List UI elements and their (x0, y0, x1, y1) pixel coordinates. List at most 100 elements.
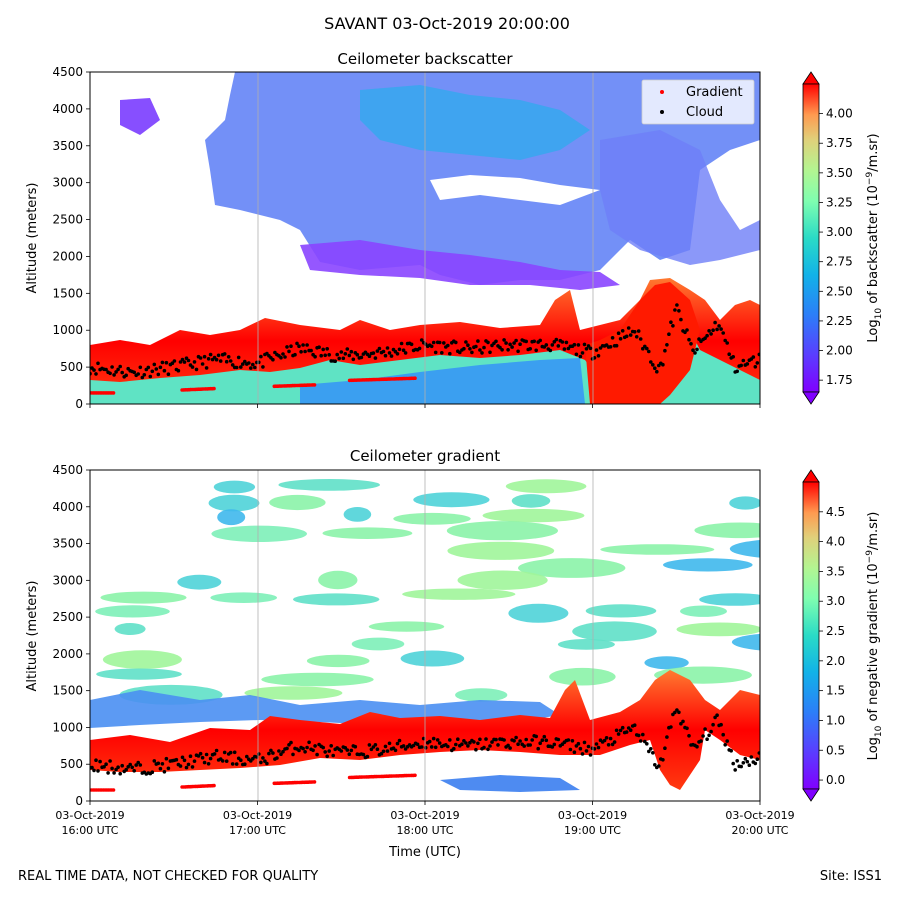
gradient-cloud-point (265, 761, 269, 766)
gradient-cloud-point (373, 743, 378, 747)
gradient-cloud-point (578, 746, 583, 751)
backscatter-cloud-point (309, 348, 313, 353)
backscatter-cloud-point (448, 351, 452, 356)
gradient-feature-patch (572, 621, 657, 642)
gradient-cloud-point (663, 746, 667, 750)
gradient-cloud-point (452, 746, 456, 751)
gradient-cloud-point (431, 736, 436, 741)
backscatter-cloud-point (502, 338, 506, 342)
gradient-cloud-point (709, 729, 713, 734)
gradient-cloud-point (514, 735, 518, 740)
gradient-feature-patch (210, 592, 277, 603)
gradient-cloud-point (570, 739, 575, 743)
gradient-ytick-label: 2500 (52, 610, 83, 624)
backscatter-cloud-point (166, 372, 171, 377)
gradient-cloud-point (162, 770, 167, 774)
backscatter-cloud-point (283, 355, 287, 359)
backscatter-cloud-point (156, 372, 161, 377)
gradient-cloud-point (349, 748, 354, 753)
gradient-ytick-label: 4500 (52, 463, 83, 477)
gradient-cloud-point (699, 739, 703, 743)
gradient-cloud-point (150, 770, 155, 774)
gradient-cloud-point (488, 744, 492, 748)
gradient-feature-patch (208, 494, 260, 512)
backscatter-cloud-point (560, 340, 565, 344)
backscatter-cloud-point (653, 366, 657, 371)
backscatter-cloud-point (234, 365, 239, 370)
gradient-cloud-point (281, 749, 285, 754)
backscatter-cloud-point (285, 345, 289, 349)
backscatter-cloud-point (446, 343, 450, 348)
backscatter-cloud-point (548, 348, 553, 353)
gradient-cloud-point (612, 740, 617, 744)
gradient-cloud-point (596, 745, 601, 750)
gradient-cloud-point (245, 754, 249, 759)
gradient-feature-patch (343, 507, 372, 522)
gradient-cloud-point (323, 750, 328, 754)
gradient-cloud-point (620, 725, 625, 730)
backscatter-cloud-point (186, 358, 191, 363)
backscatter-cloud-point (470, 350, 474, 355)
backscatter-ylabel: Altitude (meters) (25, 183, 40, 294)
gradient-gradient-point (212, 783, 216, 788)
backscatter-cloud-point (271, 357, 275, 362)
backscatter-colorbar-ticks: 1.75 2.00 2.25 2.50 2.75 3.00 3.25 3.50 3.75 4.00 (819, 107, 853, 387)
gradient-cloud-point (616, 732, 621, 736)
backscatter-cloud-point (504, 341, 508, 345)
xtick-date-label: 03-Oct-2019 (558, 809, 627, 822)
backscatter-cloud-point (249, 366, 253, 370)
backscatter-cloud-point (94, 372, 98, 376)
gradient-cloud-point (677, 710, 681, 715)
gradient-cloud-point (112, 771, 116, 775)
gradient-cloud-point (715, 713, 719, 717)
gradient-feature-patch (699, 593, 760, 606)
backscatter-cloud-point (512, 341, 516, 345)
backscatter-cloud-point (695, 347, 699, 352)
gradient-cloud-point (204, 752, 209, 757)
backscatter-cloud-point (194, 367, 199, 372)
gradient-feature-patch (293, 593, 380, 606)
gradient-cloud-point (594, 742, 599, 746)
x-axis-label: Time (UTC) (388, 845, 461, 860)
gradient-cloud-point (506, 743, 510, 748)
backscatter-cyan-patch (360, 85, 590, 160)
legend-gradient-marker (660, 90, 664, 94)
gradient-cloud-point (733, 768, 737, 772)
backscatter-cloud-point (375, 349, 380, 353)
backscatter-colorbar-tick-label: 1.75 (826, 373, 853, 387)
gradient-colorbar-tick-label: 3.5 (826, 564, 845, 578)
gradient-feature-patch (585, 604, 657, 618)
gradient-cloud-point (186, 762, 191, 767)
gradient-cloud-point (486, 747, 490, 752)
backscatter-cloud-point (399, 341, 404, 346)
gradient-cloud-point (102, 765, 106, 769)
backscatter-cloud-point (180, 357, 185, 362)
backscatter-colorbar-label: Log10 of backscatter (10−9/m.sr) (865, 133, 884, 342)
gradient-cloud-point (711, 722, 715, 727)
backscatter-cloud-point (247, 361, 251, 365)
gradient-feature-patch (217, 509, 246, 526)
gradient-cloud-point (753, 761, 758, 766)
backscatter-cloud-point (636, 329, 641, 333)
backscatter-cloud-point (303, 349, 307, 354)
backscatter-title: Ceilometer backscatter (337, 50, 513, 68)
gradient-ytick-label: 3500 (52, 537, 83, 551)
gradient-colorbar-tick-label: 1.5 (826, 684, 845, 698)
gradient-cloud-point (522, 744, 526, 748)
gradient-cloud-point (230, 762, 235, 766)
gradient-cloud-point (743, 756, 748, 761)
gradient-feature-patch (368, 621, 445, 632)
backscatter-cloud-point (224, 359, 229, 364)
backscatter-cloud-point (624, 334, 629, 339)
gradient-cloud-point (723, 743, 727, 747)
gradient-cloud-point (401, 744, 406, 748)
backscatter-cloud-points (90, 303, 760, 380)
gradient-x-axis: 03-Oct-2019 16:00 UTC 03-Oct-2019 17:00 UTC… (55, 801, 795, 837)
backscatter-cloud-point (711, 328, 715, 333)
gradient-cloud-point (508, 746, 512, 750)
backscatter-cloud-point (468, 347, 472, 351)
backscatter-cloud-point (150, 369, 155, 374)
backscatter-cloud-point (208, 352, 213, 357)
gradient-cloud-point (550, 745, 555, 749)
